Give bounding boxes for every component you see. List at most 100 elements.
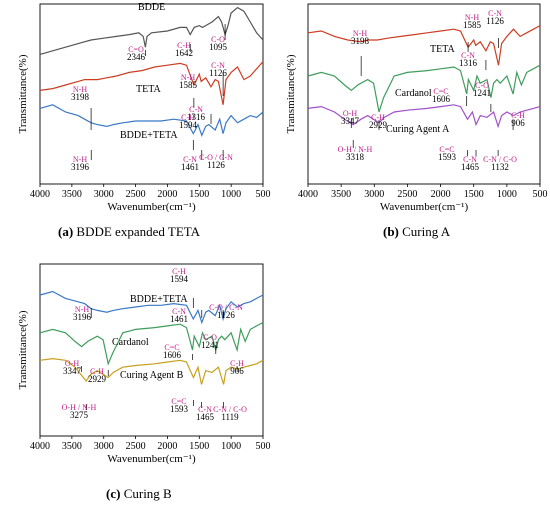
plot-frame (39, 3, 264, 185)
annotation-group: C-N (211, 61, 225, 70)
annotation-value: 1593 (438, 152, 457, 162)
caption-c: (c) Curing B (106, 486, 172, 502)
annotation-value: 3347 (63, 366, 82, 376)
caption-b-text: Curing A (402, 224, 451, 239)
annotation-group: C=C (433, 87, 448, 96)
annotation-group: C-N (463, 155, 477, 164)
series-line (39, 290, 264, 325)
series-line (39, 61, 264, 105)
annotation-value: 1316 (187, 112, 206, 122)
x-axis-label: Wavenumber(cm⁻¹) (107, 201, 196, 213)
annotation-value: 3318 (346, 152, 365, 162)
x-tick-label: 2500 (126, 189, 146, 200)
annotation-value: 906 (230, 366, 244, 376)
x-tick-label: 1000 (221, 441, 241, 452)
x-tick-label: 500 (256, 189, 271, 200)
series-label: TETA (430, 44, 456, 55)
annotation-group: C-O (203, 333, 217, 342)
annotation-value: 3198 (71, 92, 90, 102)
annotation-group: O-H / N-H (62, 403, 97, 412)
annotation-group: C-O (211, 35, 225, 44)
annotation-group: O-H / N-H (338, 145, 373, 154)
annotation-group: C=C (164, 343, 179, 352)
x-tick-label: 3000 (364, 189, 384, 200)
annotation-group: C-H (172, 267, 186, 276)
annotation-value: 1132 (491, 162, 509, 172)
x-tick-label: 1500 (464, 189, 484, 200)
x-tick-label: 3000 (94, 189, 114, 200)
series-line (307, 104, 541, 129)
x-tick-label: 2000 (157, 441, 177, 452)
x-tick-label: 2000 (431, 189, 451, 200)
x-tick-label: 1500 (189, 441, 209, 452)
x-tick-label: 2000 (157, 189, 177, 200)
x-tick-label: 1000 (221, 189, 241, 200)
annotation-value: 1465 (461, 162, 480, 172)
series-label: Cardanol (112, 337, 149, 348)
x-tick-label: 3000 (94, 441, 114, 452)
annotation-value: 1126 (217, 310, 235, 320)
annotation-value: 1241 (473, 88, 491, 98)
annotation-value: 2929 (88, 374, 107, 384)
caption-b: (b) Curing A (383, 224, 450, 240)
x-tick-label: 4000 (298, 189, 318, 200)
annotation-value: 3347 (341, 116, 360, 126)
x-axis-label: Wavenumber(cm⁻¹) (380, 201, 469, 213)
plot-frame (39, 263, 264, 437)
x-tick-label: 3500 (331, 189, 351, 200)
annotation-value: 3198 (351, 36, 370, 46)
panel-b: 4000 3500 3000 2500 2000 1500 1000 500 Wavenumbe… (285, 3, 548, 213)
y-axis-label: Transmittance(%) (17, 54, 29, 133)
caption-c-text: Curing B (123, 486, 172, 501)
series-line (307, 25, 541, 66)
x-tick-label: 500 (533, 189, 548, 200)
series-line (39, 104, 264, 138)
annotation-value: 3275 (70, 410, 89, 420)
x-tick-label: 1500 (189, 189, 209, 200)
annotation-group: N-H (73, 85, 87, 94)
annotation-group: C-H (230, 359, 244, 368)
series-line (39, 321, 264, 366)
annotation-value: 1241 (201, 340, 219, 350)
x-tick-label: 500 (256, 441, 271, 452)
annotation-group: O-H (343, 109, 357, 118)
annotation-value: 1461 (170, 314, 188, 324)
annotation-value: 1606 (432, 94, 451, 104)
annotation-group: O-H (65, 359, 79, 368)
annotation-value: 1606 (163, 350, 182, 360)
annotation-group: C-H (177, 41, 191, 50)
annotation-group: C-N / C-O (483, 155, 517, 164)
x-tick-label: 2500 (397, 189, 417, 200)
annotation-group: C-N (183, 155, 197, 164)
annotation-value: 1593 (170, 404, 189, 414)
annotation-group: N-H (465, 13, 479, 22)
annotation-group: N-H (353, 29, 367, 38)
annotation-value: 1642 (175, 48, 193, 58)
annotation-group: C=C (439, 145, 454, 154)
annotation-group: C-O / C-N (199, 153, 233, 162)
annotation-group: C-O (475, 81, 489, 90)
caption-a: (a) BDDE expanded TETA (58, 224, 200, 240)
x-tick-label: 4000 (30, 189, 50, 200)
x-tick-label: 1000 (497, 189, 517, 200)
annotation-group: C-N (198, 405, 212, 414)
annotation-group: C-H (181, 113, 195, 122)
annotation-group: C-N / C-O (213, 405, 247, 414)
series-label: Curing Agent A (386, 124, 450, 135)
series-label: Cardanol (395, 88, 432, 99)
annotation-group: C-H (90, 367, 104, 376)
series-label: BDDE (138, 2, 165, 13)
y-axis-label: Transmittance(%) (17, 310, 29, 389)
annotation-value: 1594 (179, 120, 198, 130)
annotation-value: 2346 (127, 52, 146, 62)
series-label: BDDE+TETA (120, 130, 178, 141)
annotation-value: 1585 (463, 20, 482, 30)
annotation-value: 1316 (459, 58, 478, 68)
annotation-group: C-H (371, 113, 385, 122)
annotation-group: N-H (75, 305, 89, 314)
series-line (39, 6, 264, 55)
annotation-group: C-N (488, 9, 502, 18)
caption-b-label: (b) (383, 224, 399, 239)
annotation-group: C-N (461, 51, 475, 60)
